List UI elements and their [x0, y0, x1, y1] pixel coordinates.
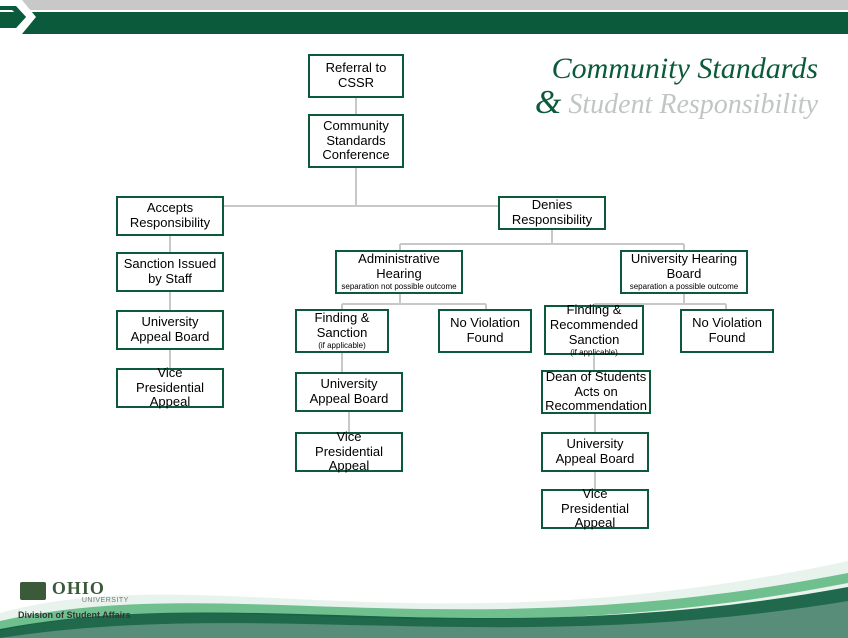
- flow-node-vpa3: Vice Presidential Appeal: [541, 489, 649, 529]
- title-line-2-text: Student Responsibility: [568, 89, 818, 120]
- flow-node-fs2: Finding & Recommended Sanction(if applic…: [544, 305, 644, 355]
- flow-node-label: Referral to CSSR: [314, 61, 398, 91]
- flow-node-label: University Hearing Board: [626, 252, 742, 282]
- flow-node-uab2: University Appeal Board: [295, 372, 403, 412]
- title-line-1: Community Standards: [535, 52, 818, 86]
- flow-node-label: Finding & Recommended Sanction: [550, 303, 638, 348]
- flow-node-label: University Appeal Board: [301, 377, 397, 407]
- flow-edge: [594, 414, 596, 432]
- flow-node-label: Finding & Sanction: [301, 311, 383, 341]
- logo-division: Division of Student Affairs: [18, 610, 131, 620]
- flow-node-sublabel: (if applicable): [570, 349, 618, 358]
- flow-node-referral: Referral to CSSR: [308, 54, 404, 98]
- flow-edge: [169, 236, 171, 252]
- ohio-logo: OHIO UNIVERSITY Division of Student Affa…: [18, 578, 131, 620]
- title-line-2: & Student Responsibility: [535, 84, 818, 122]
- flow-node-uab3: University Appeal Board: [541, 432, 649, 472]
- flow-node-sublabel: separation a possible outcome: [630, 283, 739, 292]
- flow-edge: [342, 303, 486, 305]
- top-green-bar: [0, 12, 848, 34]
- flow-edge: [355, 168, 357, 206]
- flow-node-label: Dean of Students Acts on Recommendation: [545, 370, 647, 415]
- flow-node-vpa2: Vice Presidential Appeal: [295, 432, 403, 472]
- flow-node-label: University Appeal Board: [547, 437, 643, 467]
- flow-node-admin: Administrative Hearingseparation not pos…: [335, 250, 463, 294]
- flow-node-label: Vice Presidential Appeal: [547, 487, 643, 532]
- logo-text: OHIO: [52, 578, 129, 599]
- flow-node-label: Sanction Issued by Staff: [122, 257, 218, 287]
- flow-node-label: Vice Presidential Appeal: [122, 366, 218, 411]
- flow-edge: [551, 230, 553, 244]
- flow-node-label: Denies Responsibility: [504, 198, 600, 228]
- flow-node-label: Administrative Hearing: [341, 252, 457, 282]
- flow-node-label: Accepts Responsibility: [122, 201, 218, 231]
- flow-node-uhb: University Hearing Boardseparation a pos…: [620, 250, 748, 294]
- flow-node-label: No Violation Found: [444, 316, 526, 346]
- flow-node-nvf1: No Violation Found: [438, 309, 532, 353]
- flow-node-sanction: Sanction Issued by Staff: [116, 252, 224, 292]
- flow-node-dean: Dean of Students Acts on Recommendation: [541, 370, 651, 414]
- chevron-icon: [0, 0, 40, 34]
- flow-node-accepts: Accepts Responsibility: [116, 196, 224, 236]
- flow-node-uab1: University Appeal Board: [116, 310, 224, 350]
- flow-node-label: University Appeal Board: [122, 315, 218, 345]
- flow-node-label: Community Standards Conference: [314, 119, 398, 164]
- top-gray-bar: [0, 0, 848, 10]
- flow-node-sublabel: (if applicable): [318, 342, 366, 351]
- flow-node-fs1: Finding & Sanction(if applicable): [295, 309, 389, 353]
- flow-edge: [341, 353, 343, 372]
- flow-node-denies: Denies Responsibility: [498, 196, 606, 230]
- flow-edge: [169, 292, 171, 310]
- flow-node-nvf2: No Violation Found: [680, 309, 774, 353]
- flow-node-conf: Community Standards Conference: [308, 114, 404, 168]
- logo-sub: UNIVERSITY: [82, 597, 129, 604]
- flow-node-vpa1: Vice Presidential Appeal: [116, 368, 224, 408]
- flow-edge: [355, 98, 357, 114]
- page-title: Community Standards & Student Responsibi…: [535, 52, 818, 122]
- flow-node-label: No Violation Found: [686, 316, 768, 346]
- flow-edge: [170, 205, 552, 207]
- flow-node-label: Vice Presidential Appeal: [301, 430, 397, 475]
- ohio-seal-icon: [20, 582, 46, 600]
- ampersand: &: [535, 84, 561, 121]
- flow-node-sublabel: separation not possible outcome: [341, 283, 456, 292]
- flow-edge: [400, 243, 684, 245]
